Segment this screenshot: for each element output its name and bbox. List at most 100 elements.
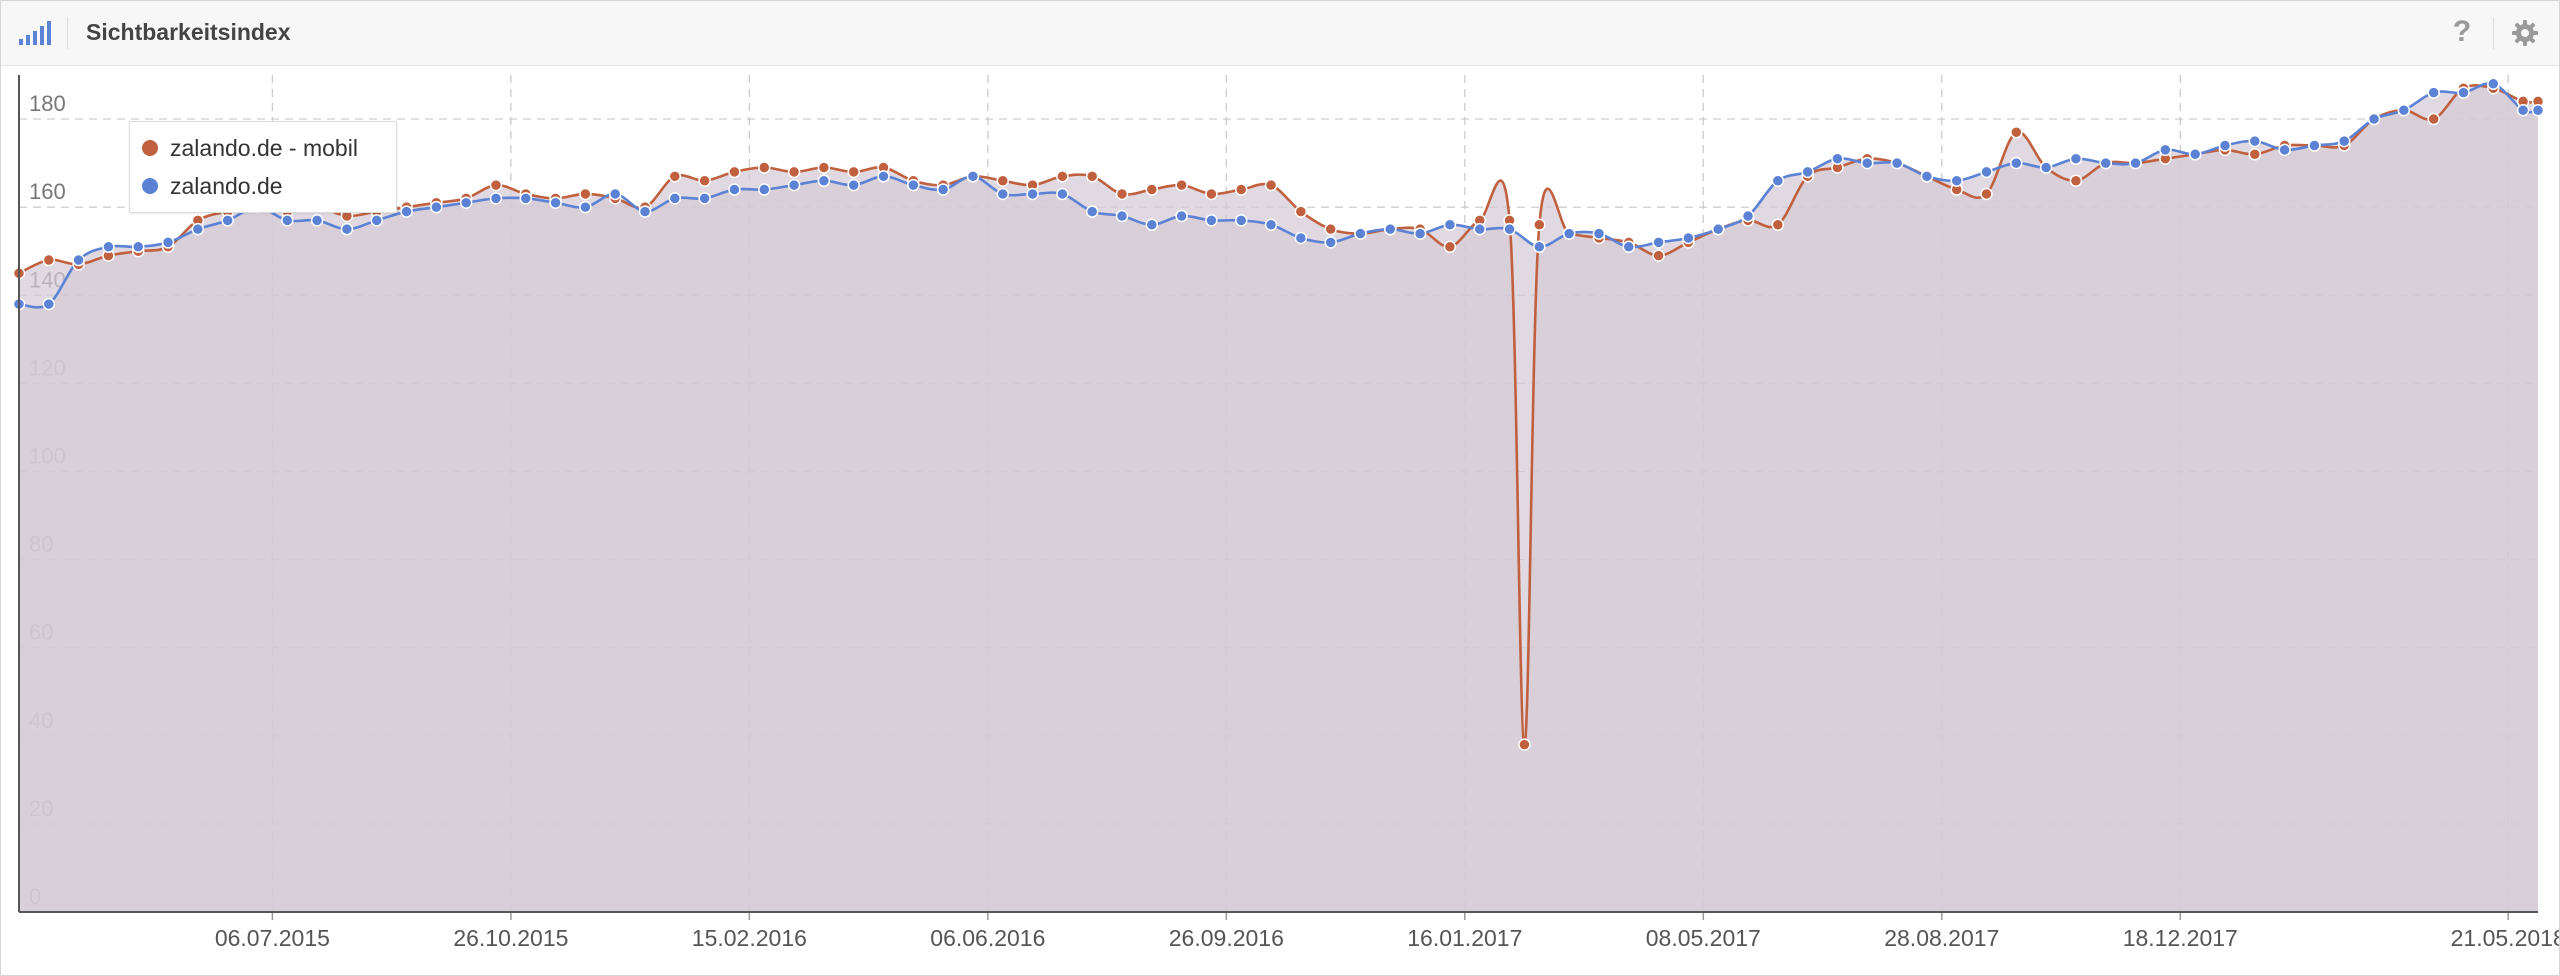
data-point — [1443, 240, 1457, 254]
help-icon[interactable]: ? — [2452, 15, 2472, 48]
header-divider — [2493, 17, 2494, 49]
data-point — [1562, 227, 1576, 240]
data-point — [787, 178, 801, 192]
data-point — [1294, 231, 1308, 245]
data-point — [2159, 143, 2172, 157]
data-point — [2427, 112, 2440, 126]
data-point — [2397, 103, 2411, 117]
legend-item-desktop[interactable]: zalando.de — [142, 168, 283, 204]
data-point — [1354, 227, 1367, 240]
data-point — [1771, 218, 1785, 232]
data-point — [1085, 205, 1099, 218]
data-point — [1533, 240, 1546, 254]
data-point — [1682, 231, 1695, 245]
widget-title: Sichtbarkeitsindex — [86, 19, 291, 45]
x-tick-label: 26.09.2016 — [1169, 925, 1284, 951]
visibility-chart: 02040608010012014016018006.07.201526.10.… — [12, 75, 2559, 951]
data-point — [2129, 156, 2142, 170]
data-point — [2248, 134, 2262, 148]
series-area — [19, 85, 2538, 913]
data-point — [1443, 218, 1457, 232]
data-point — [907, 178, 920, 192]
data-point — [430, 200, 443, 214]
x-tick-label: 16.01.2017 — [1407, 925, 1522, 951]
data-point — [1115, 187, 1129, 201]
data-point — [1711, 222, 1725, 236]
data-point — [191, 222, 205, 236]
x-tick-label: 18.12.2017 — [2123, 925, 2238, 951]
data-point — [996, 187, 1010, 201]
data-point — [1413, 227, 1427, 240]
data-point — [1950, 174, 1963, 187]
data-point — [1861, 156, 1874, 170]
data-point — [310, 214, 324, 227]
x-tick-label: 15.02.2016 — [692, 925, 807, 951]
data-point — [2218, 139, 2232, 152]
data-point — [1503, 222, 1516, 236]
data-point — [2188, 148, 2202, 161]
data-point — [2069, 174, 2083, 187]
data-point — [1652, 249, 1665, 262]
data-point — [2069, 152, 2083, 165]
data-point — [72, 253, 85, 267]
data-point — [817, 174, 831, 187]
data-point — [1056, 187, 1069, 201]
data-point — [489, 192, 503, 205]
data-point — [1890, 156, 1904, 170]
gear-icon[interactable] — [2511, 19, 2539, 47]
data-point — [102, 240, 115, 254]
data-point — [2337, 134, 2351, 148]
data-point — [936, 183, 950, 196]
data-point — [1741, 209, 1755, 223]
data-point — [1234, 183, 1248, 196]
legend-label: zalando.de — [170, 172, 283, 199]
data-point — [131, 240, 145, 254]
data-point — [579, 200, 592, 214]
data-point — [1831, 152, 1844, 165]
series-markers — [12, 77, 2545, 311]
data-point — [728, 183, 741, 196]
data-point — [758, 161, 771, 174]
x-tick-label: 06.06.2016 — [930, 925, 1045, 951]
data-point — [2010, 156, 2023, 170]
data-point — [2531, 103, 2545, 117]
bar-chart-icon — [19, 21, 51, 45]
data-point — [1115, 209, 1129, 223]
data-point — [2010, 126, 2023, 139]
x-tick-label: 26.10.2015 — [453, 925, 568, 951]
data-point — [400, 205, 413, 218]
y-tick-label: 160 — [29, 179, 66, 204]
data-point — [996, 174, 1010, 187]
data-point — [519, 192, 533, 205]
data-point — [2457, 86, 2470, 99]
data-point — [340, 222, 354, 236]
data-point — [698, 192, 711, 205]
data-point — [1175, 178, 1188, 192]
data-point — [161, 236, 175, 249]
x-tick-label: 28.08.2017 — [1884, 925, 1999, 951]
data-point — [1771, 174, 1785, 187]
x-tick-label: 06.07.2015 — [215, 925, 330, 951]
data-point — [2487, 77, 2500, 91]
data-point — [1085, 170, 1099, 183]
data-point — [2248, 148, 2262, 161]
data-point — [1384, 222, 1397, 236]
data-point — [1801, 165, 1814, 179]
data-point — [966, 170, 980, 183]
data-point — [1264, 218, 1278, 232]
data-point — [1145, 218, 1159, 232]
data-point — [1026, 187, 1039, 201]
data-point — [2039, 161, 2053, 174]
data-point — [1234, 214, 1248, 227]
data-point — [1980, 165, 1993, 179]
legend-item-mobile[interactable]: zalando.de - mobil — [142, 130, 358, 166]
chart-legend: zalando.de - mobil zalando.de — [129, 121, 397, 213]
data-point — [579, 187, 592, 201]
legend-swatch — [142, 178, 158, 194]
data-point — [1324, 236, 1337, 249]
data-point — [1205, 214, 1218, 227]
data-point — [549, 196, 562, 210]
x-tick-label: 21.05.2018 — [2451, 925, 2559, 951]
data-point — [370, 214, 383, 227]
